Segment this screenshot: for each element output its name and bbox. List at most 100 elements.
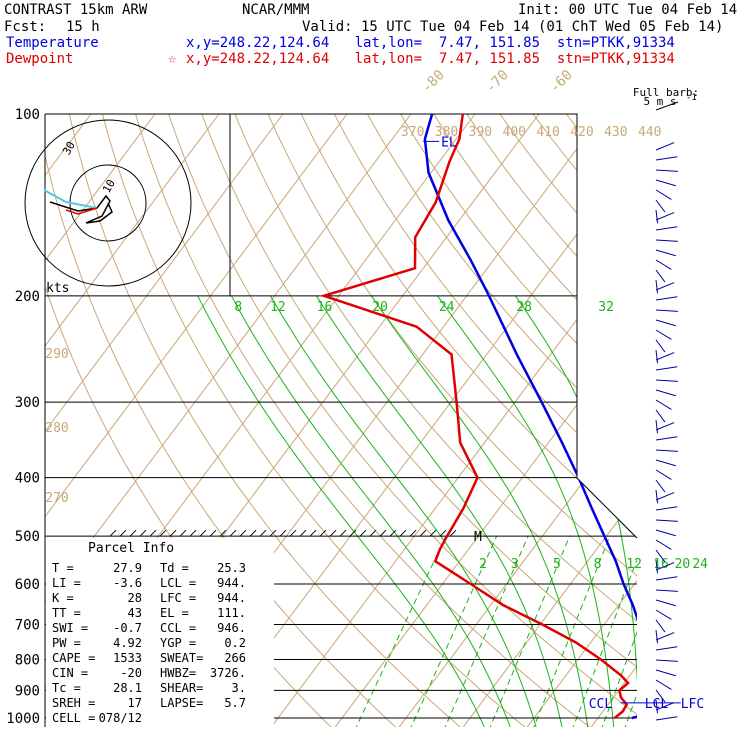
mixing-ratio-line — [600, 536, 637, 727]
dry-adiabat-label: 440 — [638, 125, 661, 140]
dry-adiabat-line — [333, 114, 637, 727]
parcel-row-value-2: 3. — [232, 681, 246, 695]
mixing-ratio-line — [623, 536, 637, 727]
wind-barb — [655, 296, 678, 301]
parcel-row-label-2: LAPSE= — [160, 696, 203, 710]
hodograph-trace — [49, 194, 113, 224]
hatch-mark — [389, 529, 397, 537]
dry-adiabat-label: 400 — [503, 125, 526, 140]
hatch-mark — [279, 529, 287, 537]
mixing-ratio-label: 12 — [626, 557, 642, 572]
lfc-label: LFC — [681, 697, 704, 712]
wind-barb — [655, 142, 675, 151]
dry-adiabat-line — [267, 114, 637, 727]
wind-barb-unit: 5 m s — [643, 95, 676, 108]
hatch-mark — [259, 529, 267, 537]
wind-barb — [655, 619, 666, 633]
frame-outline — [45, 113, 638, 539]
mixing-ratio-label: 20 — [675, 557, 691, 572]
wind-barb — [655, 352, 675, 361]
hatch-mark — [289, 529, 297, 537]
forecast-hour: 15 h — [66, 19, 100, 35]
wind-barb — [655, 422, 675, 431]
wind-barb — [655, 249, 676, 257]
wind-barb — [655, 562, 675, 571]
hatch-mark — [309, 529, 317, 537]
pressure-tick-label: 200 — [15, 289, 40, 305]
mixing-ratio-label: 24 — [692, 557, 708, 572]
parcel-row-value: 17 — [128, 696, 142, 710]
mixing-ratio-label: 3 — [511, 557, 519, 572]
parcel-row-label-2: LCL = — [160, 576, 196, 590]
dewpoint-location: x,y=248.22,124.64 lat,lon= 7.47, 151.85 … — [186, 51, 675, 67]
wind-barb — [655, 399, 672, 410]
wind-barb — [655, 689, 666, 703]
isotherm-label: -80 — [419, 67, 448, 96]
dry-adiabat-line — [632, 114, 637, 727]
parcel-row-label: SREH = — [52, 696, 95, 710]
parcel-row-value-2: 946. — [217, 621, 246, 635]
sample-barb — [655, 101, 679, 111]
hatch-mark — [299, 529, 307, 537]
wind-barb — [655, 489, 659, 504]
dry-adiabat-line — [499, 114, 637, 727]
parcel-row-label: LI = — [52, 576, 81, 590]
dry-adiabat-line — [732, 114, 740, 731]
parcel-row-value: 28.1 — [113, 681, 142, 695]
wind-barb — [655, 506, 678, 511]
wind-barb — [655, 169, 678, 172]
moist-adiabat-label: 20 — [372, 300, 388, 315]
wind-barb — [655, 436, 678, 441]
isotherm-line — [524, 114, 637, 727]
mixing-ratio-line — [354, 535, 447, 727]
hatch-mark — [439, 529, 447, 537]
moist-adiabat-line — [315, 295, 564, 727]
mixing-ratio-line — [443, 535, 529, 727]
wind-barb — [655, 529, 676, 537]
dry-adiabat-label: 280 — [45, 421, 68, 436]
parcel-row-label-2: Td = — [160, 561, 189, 575]
wind-barb — [655, 459, 676, 467]
hatch-mark — [419, 529, 427, 537]
wind-barb — [655, 279, 659, 294]
wind-barb — [655, 632, 675, 641]
wind-barb — [655, 366, 678, 371]
parcel-row-label-2: SWEAT= — [160, 651, 203, 665]
chart-header: CONTRAST 15km ARW NCAR/MMM Init: 00 UTC … — [0, 0, 740, 70]
parcel-row-value: -20 — [120, 666, 142, 680]
parcel-info-bg — [46, 538, 274, 728]
dry-adiabat-line — [101, 114, 530, 727]
isotherm-line — [204, 114, 637, 727]
parcel-row-value-2: 266 — [224, 651, 246, 665]
dry-adiabat-label: 370 — [401, 125, 424, 140]
parcel-row-label: CAPE = — [52, 651, 95, 665]
dewpoint-trace — [319, 114, 630, 719]
parcel-row-label-2: HWBZ= — [160, 666, 196, 680]
org-title: NCAR/MMM — [242, 2, 310, 18]
hodograph-ring-label-inner: 10 — [100, 177, 118, 195]
parcel-row-value-2: 111. — [217, 606, 246, 620]
temperature-trace — [423, 114, 637, 720]
valid-time: Valid: 15 UTC Tue 04 Feb 14 (01 ChT Wed … — [302, 19, 724, 35]
hatch-mark — [369, 529, 377, 537]
parcel-row-label-2: EL = — [160, 606, 189, 620]
hatch-mark — [129, 529, 137, 537]
isotherm-line — [460, 114, 637, 727]
hatch-mark — [119, 529, 127, 537]
wind-barb — [655, 212, 675, 221]
parcel-row-label-2: SHEAR= — [160, 681, 203, 695]
wind-barb — [655, 679, 672, 690]
hatch-mark — [239, 529, 247, 537]
wind-barb — [655, 519, 678, 522]
pressure-tick-label: 500 — [15, 529, 40, 545]
mixing-ratio-label: 16 — [653, 557, 669, 572]
hatch-mark — [199, 529, 207, 537]
wind-barb — [655, 469, 672, 480]
isotherm-line — [45, 114, 294, 727]
isotherm-line — [716, 101, 740, 731]
hatch-mark — [329, 529, 337, 537]
wind-barb — [655, 599, 676, 607]
wind-barb — [655, 449, 678, 452]
